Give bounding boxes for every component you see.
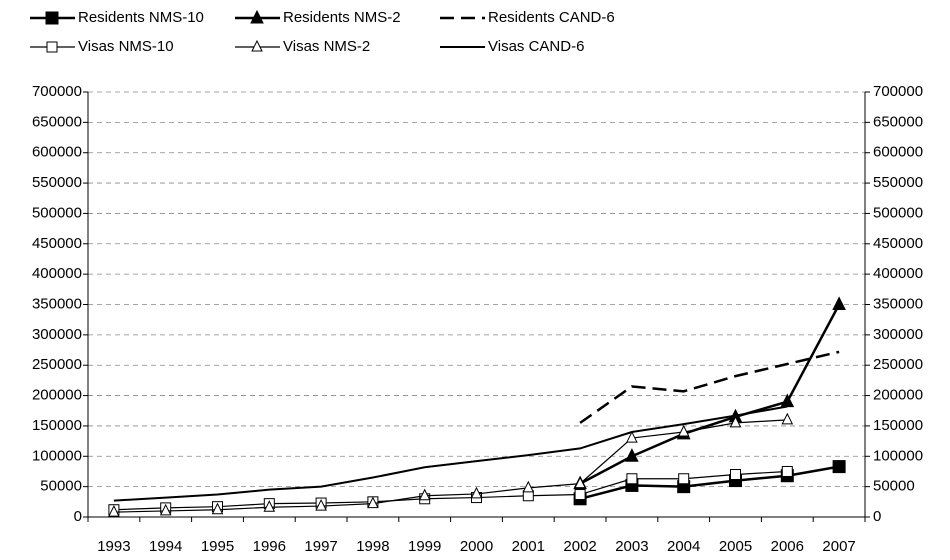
y-tick-label: 450000 bbox=[32, 235, 82, 252]
legend-label: Residents NMS-2 bbox=[283, 9, 401, 26]
y2-tick-label: 0 bbox=[873, 508, 881, 525]
y2-tick-label: 550000 bbox=[873, 174, 923, 191]
point bbox=[251, 39, 263, 52]
point bbox=[729, 415, 742, 428]
x-tick-label: 2001 bbox=[512, 538, 545, 555]
point bbox=[418, 488, 431, 501]
x-tick-label: 1998 bbox=[356, 538, 389, 555]
series-line bbox=[113, 419, 788, 513]
y2-tick-label: 100000 bbox=[873, 447, 923, 464]
point bbox=[574, 476, 586, 489]
point bbox=[781, 412, 794, 425]
y-tick-label: 100000 bbox=[32, 447, 82, 464]
y-tick-label: 550000 bbox=[32, 174, 82, 191]
point bbox=[315, 498, 327, 511]
point bbox=[678, 473, 690, 485]
point bbox=[781, 465, 793, 477]
y2-tick-label: 50000 bbox=[873, 478, 915, 495]
series-line bbox=[579, 465, 840, 500]
point bbox=[832, 460, 846, 474]
x-tick-label: 1999 bbox=[408, 538, 441, 555]
point bbox=[211, 502, 224, 515]
y2-tick-label: 600000 bbox=[873, 144, 923, 161]
point bbox=[250, 9, 264, 24]
x-tick-label: 1994 bbox=[149, 538, 182, 555]
y2-tick-label: 150000 bbox=[873, 417, 923, 434]
point bbox=[470, 486, 483, 499]
point bbox=[108, 505, 120, 517]
series-line bbox=[579, 303, 841, 485]
x-tick-label: 2003 bbox=[615, 538, 648, 555]
y-tick-label: 50000 bbox=[40, 478, 82, 495]
legend-label: Residents CAND-6 bbox=[488, 9, 615, 26]
point bbox=[522, 480, 535, 493]
point bbox=[263, 500, 276, 512]
y2-tick-label: 350000 bbox=[873, 295, 923, 312]
y-tick-label: 400000 bbox=[32, 265, 82, 282]
series bbox=[573, 296, 846, 490]
x-tick-label: 2004 bbox=[667, 538, 700, 555]
y-tick-label: 650000 bbox=[32, 113, 82, 130]
x-tick-label: 1995 bbox=[201, 538, 234, 555]
point bbox=[625, 448, 639, 462]
x-tick-label: 1996 bbox=[253, 538, 286, 555]
series bbox=[573, 460, 846, 506]
series-line bbox=[579, 350, 840, 424]
y-tick-label: 150000 bbox=[32, 417, 82, 434]
y2-tick-label: 200000 bbox=[873, 387, 923, 404]
x-tick-label: 2002 bbox=[563, 538, 596, 555]
y2-tick-label: 450000 bbox=[873, 235, 923, 252]
point bbox=[46, 41, 58, 53]
point bbox=[626, 473, 638, 485]
point bbox=[677, 424, 690, 437]
point bbox=[45, 11, 59, 25]
legend-label: Residents NMS-10 bbox=[78, 9, 204, 26]
legend-label: Visas NMS-2 bbox=[283, 38, 370, 55]
legend-label: Visas CAND-6 bbox=[488, 38, 584, 55]
series bbox=[113, 405, 788, 502]
y-tick-label: 200000 bbox=[32, 387, 82, 404]
point bbox=[367, 496, 379, 509]
point bbox=[832, 296, 846, 310]
x-tick-label: 2005 bbox=[719, 538, 752, 555]
y2-tick-label: 700000 bbox=[873, 83, 923, 100]
point bbox=[574, 489, 586, 501]
x-tick-label: 1993 bbox=[97, 538, 130, 555]
y2-tick-label: 400000 bbox=[873, 265, 923, 282]
y-tick-label: 700000 bbox=[32, 83, 82, 100]
point bbox=[159, 503, 172, 516]
series-line bbox=[113, 405, 788, 502]
y-tick-label: 300000 bbox=[32, 326, 82, 343]
y2-tick-label: 250000 bbox=[873, 356, 923, 373]
legend-label: Visas NMS-10 bbox=[78, 38, 174, 55]
y-tick-label: 350000 bbox=[32, 295, 82, 312]
point bbox=[780, 393, 795, 408]
point bbox=[626, 430, 638, 443]
series bbox=[108, 412, 794, 517]
y2-tick-label: 500000 bbox=[873, 204, 923, 221]
x-tick-label: 1997 bbox=[304, 538, 337, 555]
x-tick-label: 2000 bbox=[460, 538, 493, 555]
point bbox=[730, 469, 741, 480]
x-tick-label: 2006 bbox=[771, 538, 804, 555]
y-tick-label: 600000 bbox=[32, 144, 82, 161]
y-tick-label: 0 bbox=[74, 508, 82, 525]
y2-tick-label: 650000 bbox=[873, 113, 923, 130]
y-tick-label: 250000 bbox=[32, 356, 82, 373]
y-tick-label: 500000 bbox=[32, 204, 82, 221]
x-tick-label: 2007 bbox=[822, 538, 855, 555]
series-line bbox=[113, 470, 788, 511]
series bbox=[579, 350, 840, 424]
y2-tick-label: 300000 bbox=[873, 326, 923, 343]
